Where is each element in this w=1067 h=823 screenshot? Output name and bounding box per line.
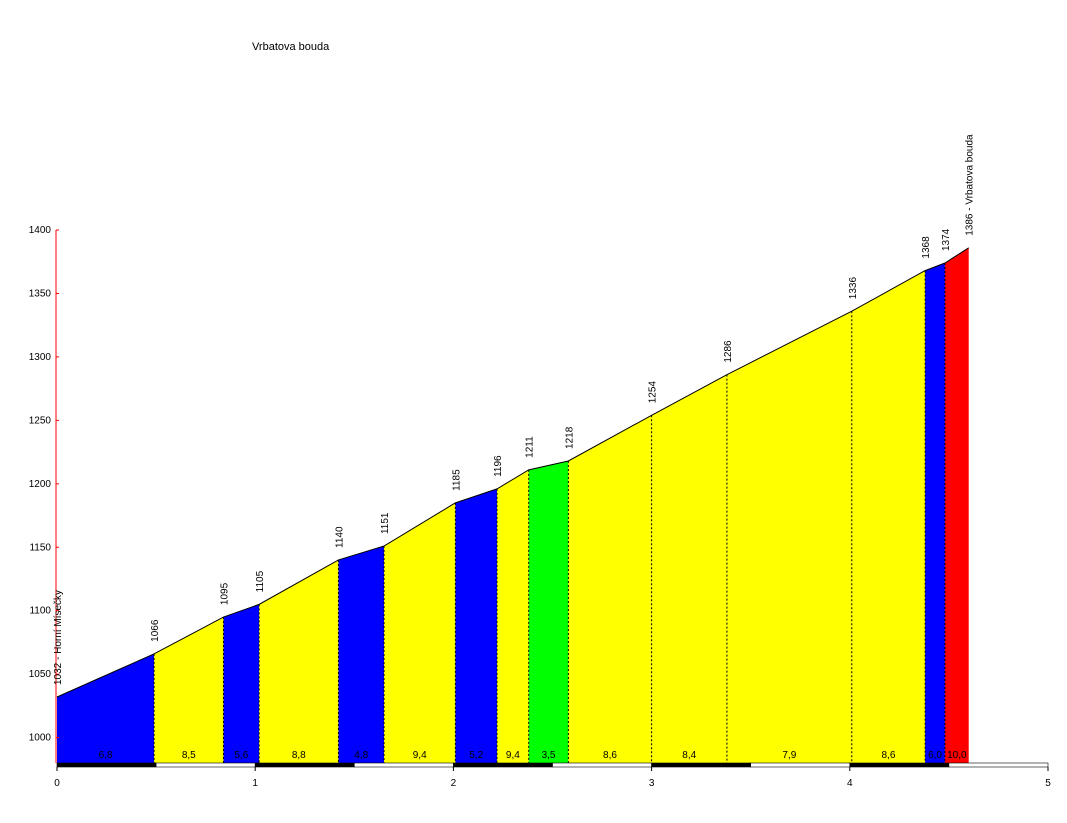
elevation-label: 1066 xyxy=(150,619,161,642)
segment-separators xyxy=(153,262,946,763)
x-tick-label: 0 xyxy=(54,778,60,789)
y-tick-label: 1000 xyxy=(29,733,52,744)
distance-bar-segment xyxy=(651,762,751,768)
segment-gradient-label: 8,4 xyxy=(682,750,696,761)
segment-gradient-label: 8,6 xyxy=(603,750,617,761)
distance-bar-segment xyxy=(155,762,256,768)
segment-area xyxy=(944,247,969,763)
distance-bar-segment xyxy=(948,762,1049,768)
elevation-label: 1105 xyxy=(255,570,266,592)
elevation-label: 1185 xyxy=(451,469,462,491)
segment-areas xyxy=(57,247,969,763)
elevation-label: 1032 - Horní Mísečky xyxy=(53,590,64,685)
segment-area xyxy=(455,488,498,763)
segment-area xyxy=(338,545,385,763)
elevation-label: 1336 xyxy=(848,277,859,300)
x-tick-label: 2 xyxy=(451,778,457,789)
distance-bar-segment xyxy=(849,762,950,768)
segment-gradient-label: 6,0 xyxy=(928,750,942,761)
segment-gradient-label: 8,8 xyxy=(292,750,306,761)
labels: 6,8 8,5 5,6 8,8 4,8 9,4 5,2 9,4 3,5 8,6 8,4 7,9 8,6 6… xyxy=(53,134,976,761)
axes: 1000 1050 1100 1150 1200 1250 1300 1350 1400 0 1 2 3… xyxy=(29,225,1051,789)
y-tick-label: 1200 xyxy=(29,479,52,490)
segment-area xyxy=(497,469,529,763)
y-tick-label: 1250 xyxy=(29,415,52,426)
elevation-label: 1095 xyxy=(219,582,230,605)
y-tick-label: 1400 xyxy=(29,225,52,236)
segment-gradient-label: 7,9 xyxy=(782,750,796,761)
elevation-label: 1374 xyxy=(941,228,952,251)
segment-gradient-label: 8,6 xyxy=(881,750,895,761)
distance-bar-segment xyxy=(552,762,652,768)
y-tick-label: 1100 xyxy=(29,606,51,617)
elevation-label: 1211 xyxy=(525,436,536,458)
elevation-label: 1386 - Vrbatova bouda xyxy=(965,134,976,236)
segment-area xyxy=(651,374,727,763)
segment-area xyxy=(57,653,155,763)
x-tick-label: 3 xyxy=(649,778,655,789)
segment-gradient-label: 5,6 xyxy=(234,750,248,761)
profile-line-group xyxy=(56,247,969,698)
elevation-label: 1218 xyxy=(564,426,575,449)
segment-gradient-label: 5,2 xyxy=(469,750,483,761)
elevation-label: 1151 xyxy=(380,512,391,534)
chart-title: Vrbatova bouda xyxy=(252,41,330,53)
elevation-label: 1140 xyxy=(334,526,345,548)
segment-area xyxy=(851,270,926,763)
segment-gradient-label: 10,0 xyxy=(947,750,967,761)
segment-area xyxy=(568,415,652,763)
distance-bar-segment xyxy=(750,762,851,768)
segment-area xyxy=(925,262,945,763)
segment-gradient-label: 4,8 xyxy=(354,750,368,761)
x-tick-label: 4 xyxy=(847,778,853,789)
elevation-label: 1286 xyxy=(723,340,734,363)
elevation-label: 1254 xyxy=(648,381,659,404)
x-tick-label: 5 xyxy=(1045,778,1051,789)
elevation-label: 1368 xyxy=(921,236,932,259)
segment-area xyxy=(259,559,339,763)
segment-gradient-label: 9,4 xyxy=(413,750,427,761)
segment-gradient-label: 8,5 xyxy=(182,750,196,761)
distance-bar-segment xyxy=(453,762,553,768)
segment-gradient-label: 3,5 xyxy=(542,750,556,761)
segment-gradient-label: 6,8 xyxy=(99,750,113,761)
segment-area xyxy=(528,460,569,763)
distance-bar-segment xyxy=(254,762,355,768)
segment-area xyxy=(384,502,456,763)
elevation-label: 1196 xyxy=(493,455,504,477)
segment-area xyxy=(223,604,260,763)
y-tick-label: 1050 xyxy=(29,669,52,680)
x-tick-label: 1 xyxy=(252,778,258,789)
profile-line xyxy=(56,247,969,698)
y-tick-label: 1350 xyxy=(29,288,52,299)
segment-area xyxy=(726,311,852,763)
y-tick-label: 1300 xyxy=(29,352,52,363)
distance-bar-segment xyxy=(56,762,157,768)
distance-bar-segment xyxy=(353,762,454,768)
segment-area xyxy=(154,617,224,763)
y-tick-label: 1150 xyxy=(29,542,51,553)
segment-gradient-label: 9,4 xyxy=(506,750,520,761)
